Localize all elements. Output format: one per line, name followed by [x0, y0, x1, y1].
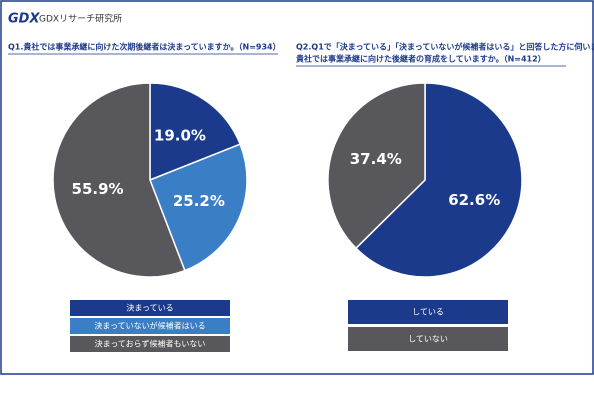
- pie-slice: [149, 82, 242, 182]
- slice-label: 37.4%: [350, 150, 402, 168]
- pie-slice: [149, 143, 248, 272]
- legend-label: 決まっておらず候補者もいない: [95, 339, 206, 349]
- legend-swatch: [70, 336, 230, 352]
- legend-swatch: [348, 300, 508, 324]
- legend-swatch: [70, 318, 230, 334]
- question: Q1.貴社では事業承継に向けた次期後継者は決まっていますか。（N=934）: [8, 42, 281, 52]
- pie-slice: [327, 82, 426, 250]
- logo: GDX: [8, 12, 40, 27]
- slice-label: 55.9%: [72, 180, 124, 198]
- legend-label: している: [412, 308, 444, 317]
- question: 貴社では事業承継に向けた後継者の育成をしていますか。（N=412）: [296, 54, 546, 64]
- slice-label: 19.0%: [154, 126, 206, 144]
- pie-slice: [52, 82, 186, 278]
- pie-slice: [354, 82, 523, 278]
- brand: GDXリサーチ研究所: [39, 13, 122, 25]
- slice-label: 25.2%: [173, 192, 225, 210]
- legend-swatch: [348, 327, 508, 351]
- legend-label: していない: [408, 335, 448, 344]
- legend-swatch: [70, 300, 230, 316]
- slice-label: 62.6%: [448, 191, 500, 209]
- legend-label: 決まっている: [126, 303, 173, 313]
- question: Q2.Q1で「決まっている」「決まっていないが候補者はいる」と回答した方に伺いま…: [296, 42, 594, 52]
- legend-label: 決まっていないが候補者はいる: [94, 321, 205, 331]
